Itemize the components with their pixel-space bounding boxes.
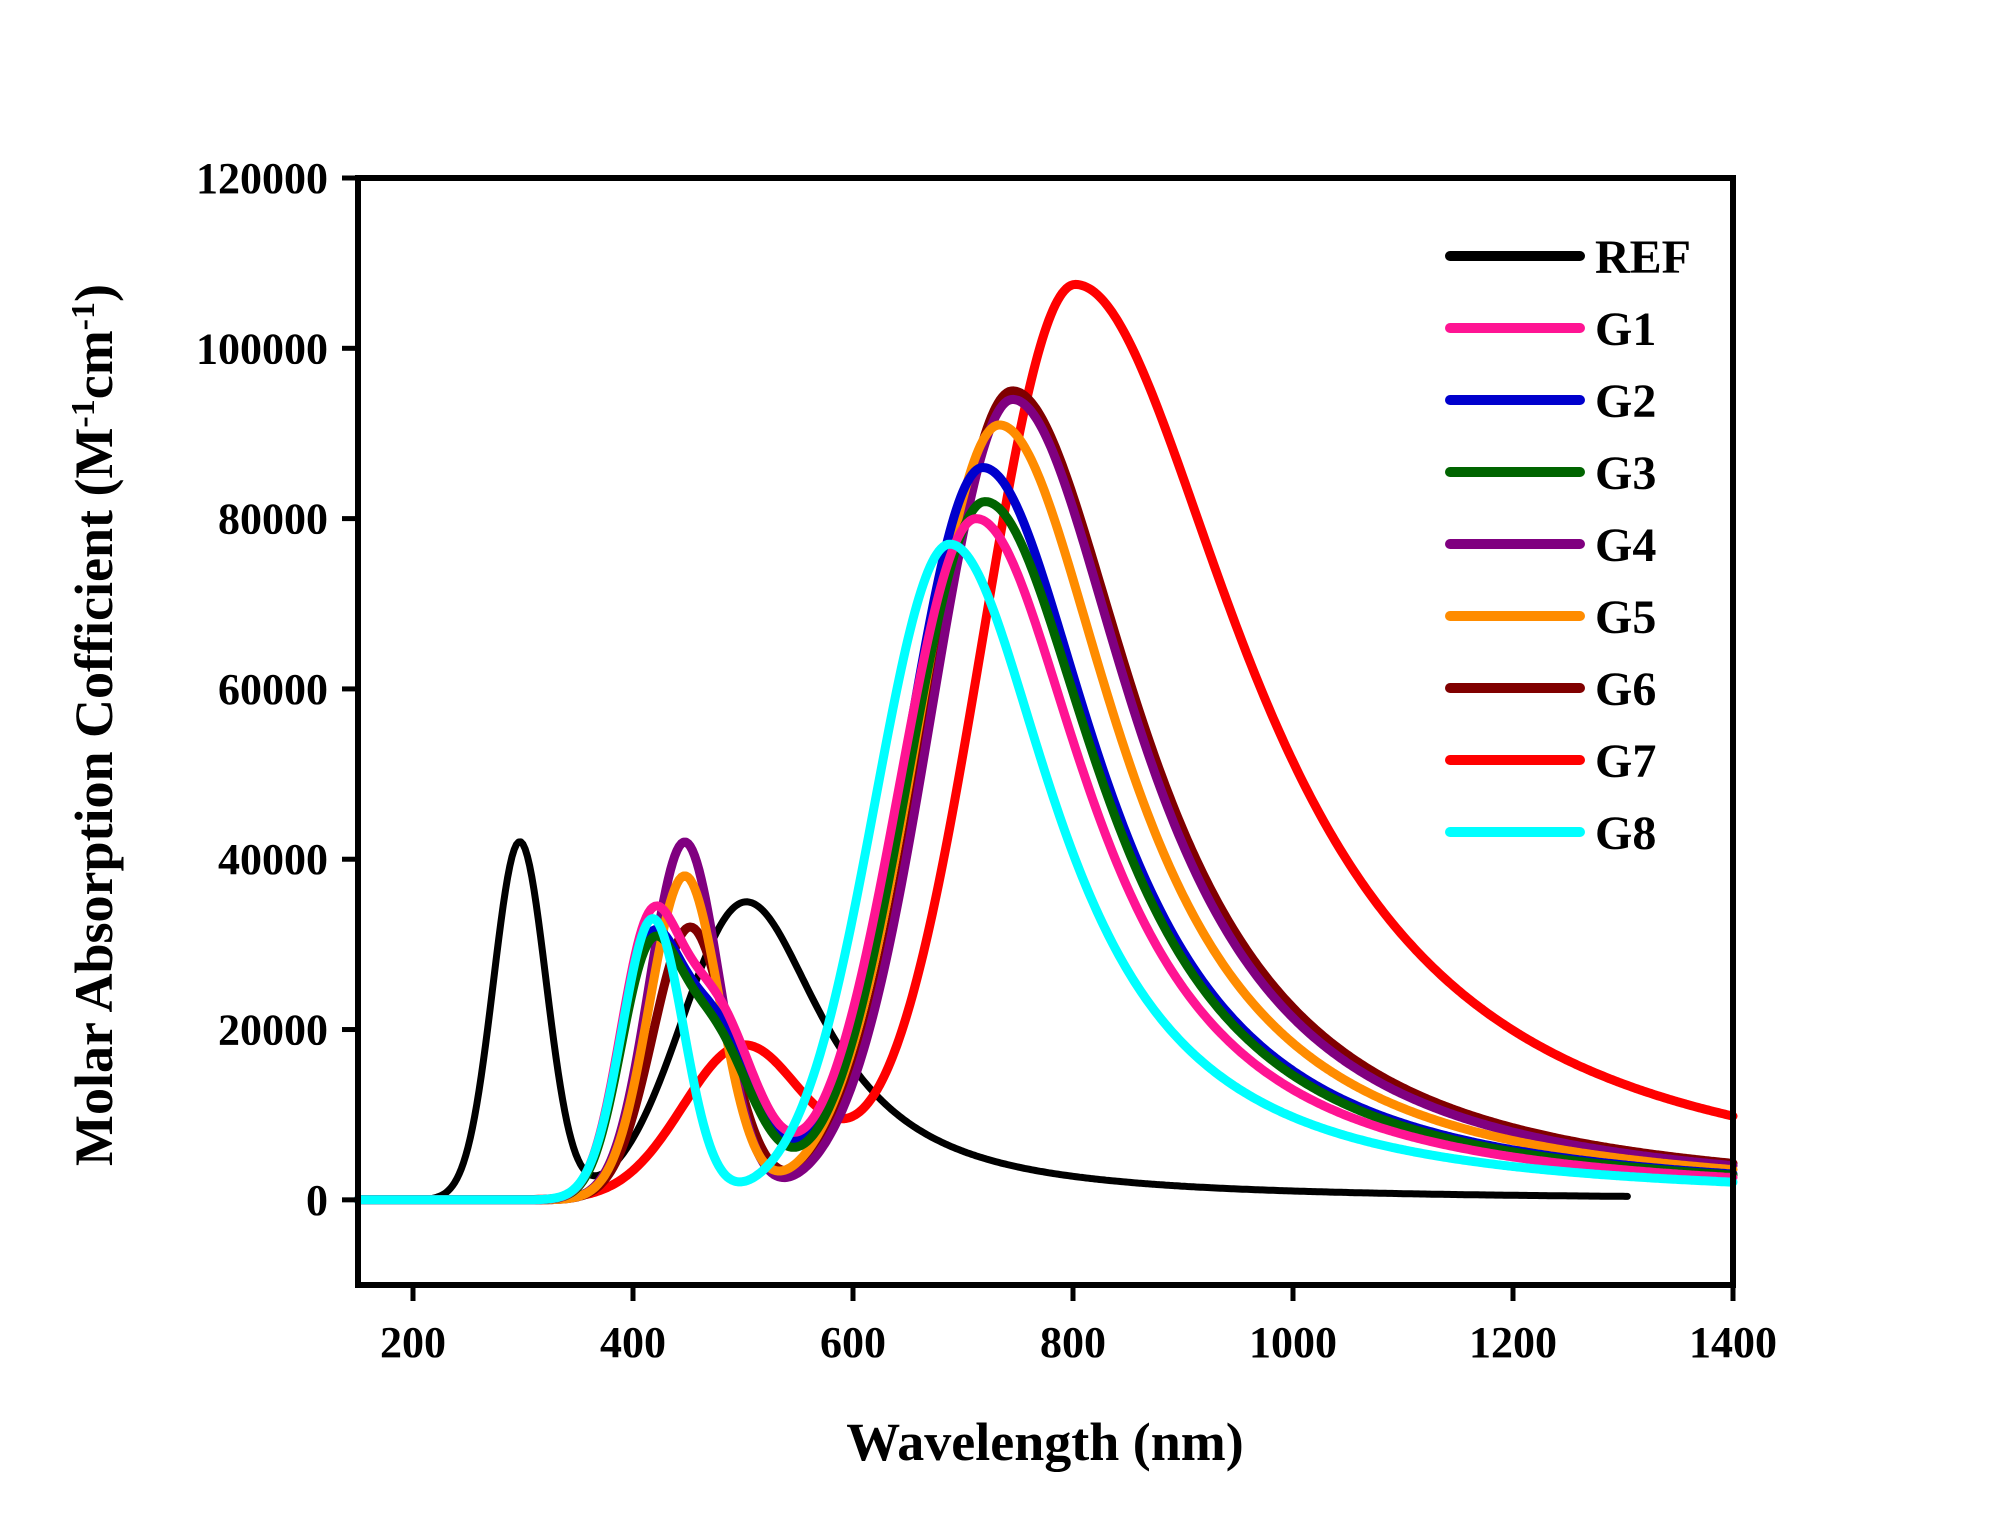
x-tick-label: 800 (1040, 1318, 1106, 1367)
legend-label-g4: G4 (1595, 519, 1656, 572)
y-axis-title-sup2: -1 (65, 302, 102, 330)
x-tick-label: 1200 (1469, 1318, 1557, 1367)
series-line-g8 (353, 539, 1738, 1205)
legend-label-g6: G6 (1595, 663, 1656, 716)
y-tick-label: 120000 (196, 154, 328, 203)
y-tick-label: 40000 (218, 835, 328, 884)
legend-label-g8: G8 (1595, 807, 1656, 860)
y-axis-title-mid: cm (64, 330, 124, 399)
series-layer (353, 279, 1738, 1205)
y-axis-title: Molar Absorption Cofficient (M-1cm-1) (64, 284, 124, 1166)
y-tick-label: 80000 (218, 495, 328, 544)
x-tick-label: 1000 (1249, 1318, 1337, 1367)
series-line-g6 (353, 386, 1738, 1205)
legend: REF G1 G2 G3 G4 G5 G6 G7 G8 (1445, 231, 1691, 860)
y-axis-title-sup1: -1 (65, 399, 102, 427)
y-axis-title-suffix: ) (64, 284, 124, 302)
y-tick-label: 60000 (218, 665, 328, 714)
x-axis-ticks: 200 400 600 800 1000 1200 1400 (380, 1285, 1777, 1367)
x-tick-label: 1400 (1689, 1318, 1777, 1367)
x-axis-title: Wavelength (nm) (846, 1412, 1244, 1472)
legend-label-g7: G7 (1595, 735, 1656, 788)
y-tick-label: 0 (306, 1176, 328, 1225)
x-tick-label: 200 (380, 1318, 446, 1367)
legend-label-ref: REF (1595, 231, 1691, 284)
y-axis-title-prefix: Molar Absorption Cofficient (M (64, 428, 124, 1166)
legend-label-g1: G1 (1595, 303, 1656, 356)
x-tick-label: 600 (820, 1318, 886, 1367)
series-line-ref (354, 838, 1631, 1204)
y-tick-label: 100000 (196, 324, 328, 373)
x-tick-label: 400 (600, 1318, 666, 1367)
y-axis-ticks: 0 20000 40000 60000 80000 100000 120000 (196, 154, 358, 1225)
legend-label-g2: G2 (1595, 375, 1656, 428)
y-tick-label: 20000 (218, 1006, 328, 1055)
series-line-g5 (353, 420, 1738, 1205)
legend-label-g5: G5 (1595, 591, 1656, 644)
series-line-g4 (353, 394, 1738, 1205)
plot-frame (355, 175, 1736, 1288)
legend-label-g3: G3 (1595, 447, 1656, 500)
